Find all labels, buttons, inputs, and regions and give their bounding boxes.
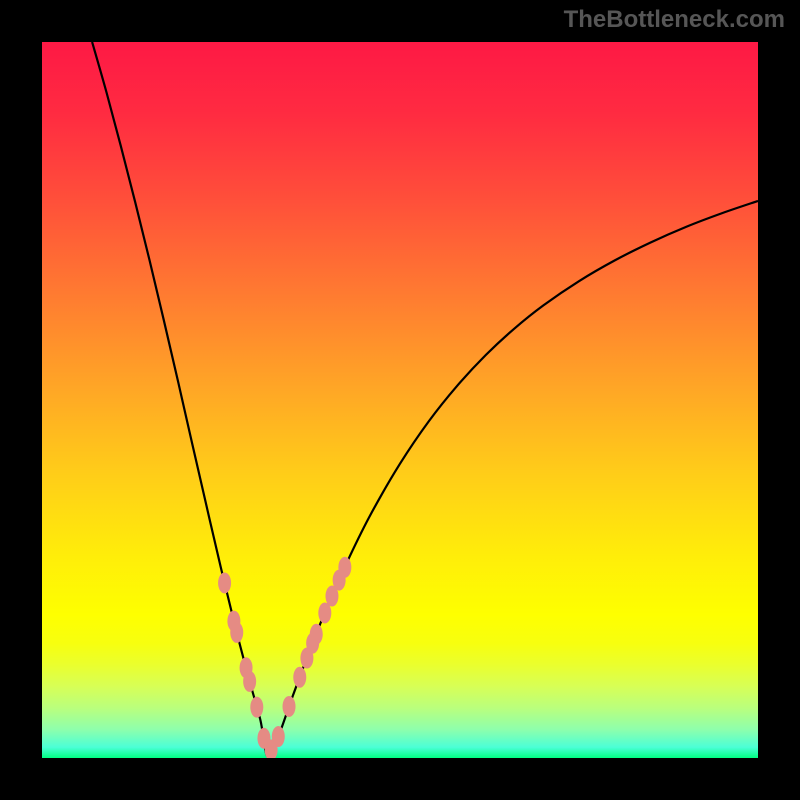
chart-container: TheBottleneck.com xyxy=(0,0,800,800)
data-marker xyxy=(293,667,306,688)
watermark-text: TheBottleneck.com xyxy=(564,6,785,34)
plot-area xyxy=(42,42,758,758)
data-marker xyxy=(218,572,231,593)
data-marker xyxy=(310,624,323,645)
data-marker xyxy=(283,696,296,717)
gradient-background xyxy=(42,42,758,758)
data-marker xyxy=(272,726,285,747)
data-marker xyxy=(243,671,256,692)
chart-svg xyxy=(42,42,758,758)
data-marker xyxy=(230,622,243,643)
data-marker xyxy=(338,557,351,578)
data-marker xyxy=(250,697,263,718)
